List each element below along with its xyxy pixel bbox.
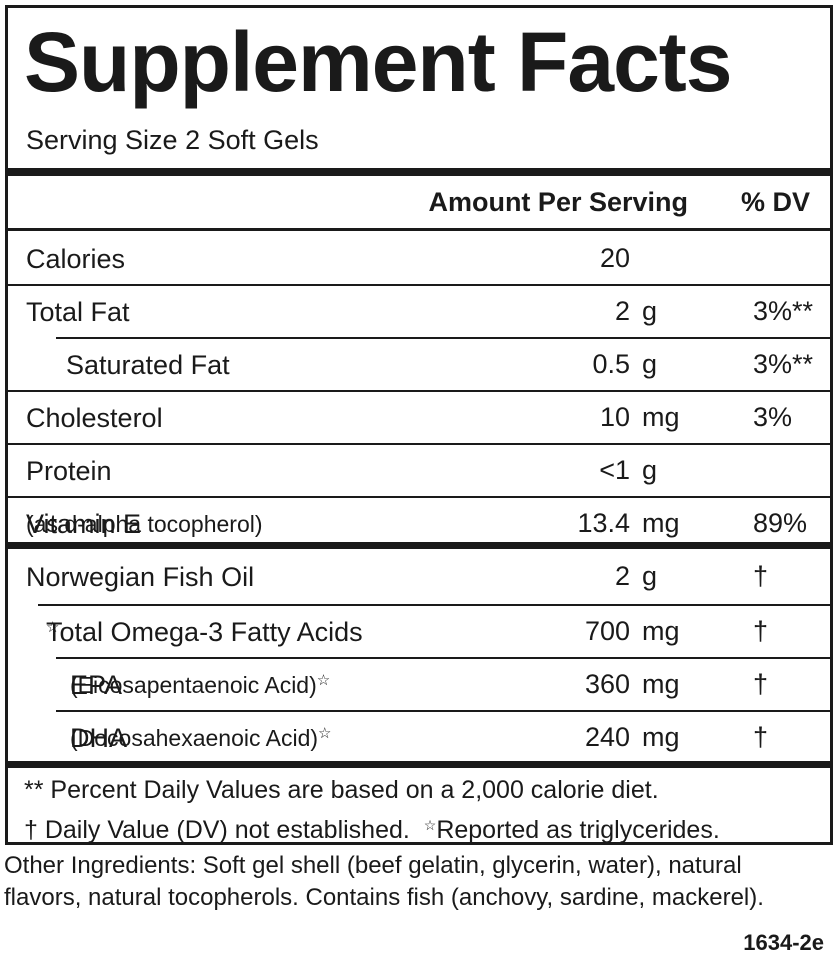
nutrient-row: Norwegian Fish Oil 2 g †	[8, 549, 830, 602]
marker: ☆	[316, 672, 331, 689]
nutrient-row: Vitamin E (as d-alpha tocopherol) 13.4 mg 8…	[8, 496, 830, 549]
footnote-text: † Daily Value (DV) not established.	[24, 816, 410, 844]
thick-rule	[8, 542, 830, 549]
rule	[8, 228, 830, 231]
nutrient-row: DHA (Docosahexaenoic Acid)☆ 240 mg †	[8, 710, 830, 763]
supplement-facts-panel: Supplement Facts Serving Size 2 Soft Gel…	[5, 5, 833, 845]
serving-size: Serving Size 2 Soft Gels	[26, 125, 319, 155]
unit: mg	[642, 402, 680, 432]
nutrient-label: Total Omega-3 Fatty Acids	[46, 617, 363, 647]
nutrient-name: EPA (Eicosapentaenoic Acid)☆	[70, 658, 330, 712]
nutrient-label: Calories	[26, 244, 126, 274]
daily-value: †	[753, 669, 769, 699]
daily-value: †	[753, 616, 769, 646]
unit: mg	[642, 508, 680, 538]
nutrient-label: Total Fat	[26, 297, 130, 327]
unit: g	[642, 455, 658, 485]
amount: 20	[599, 243, 630, 273]
nutrient-row: Total Omega-3 Fatty Acids ☆ 700 mg †	[8, 604, 830, 657]
rule	[38, 604, 830, 606]
other-ingredients: Other Ingredients: Soft gel shell (beef …	[4, 852, 742, 879]
thick-rule	[8, 168, 830, 176]
marker: ☆	[318, 725, 332, 742]
dv-header: % DV	[741, 187, 811, 217]
unit: g	[642, 296, 658, 326]
amount: 2	[614, 561, 630, 591]
amount-header: Amount Per Serving	[428, 187, 688, 217]
footnote: ** Percent Daily Values are based on a 2…	[24, 776, 659, 804]
nutrient-row: Protein <1 g	[8, 443, 830, 496]
unit: g	[642, 349, 658, 379]
nutrient-label: DHA	[70, 723, 128, 753]
daily-value: 89%	[753, 508, 808, 538]
nutrient-detail: (Eicosapentaenoic Acid)	[70, 672, 317, 698]
marker: ☆	[46, 619, 60, 636]
amount: 13.4	[577, 508, 630, 538]
unit: mg	[642, 616, 680, 646]
amount: 0.5	[592, 349, 630, 379]
nutrient-row: Calories 20	[8, 231, 830, 284]
nutrient-label: Saturated Fat	[66, 350, 230, 380]
rule	[8, 390, 830, 392]
amount: 360	[584, 669, 630, 699]
product-code: 1634-2e	[743, 930, 824, 955]
nutrient-name: Total Omega-3 Fatty Acids ☆	[46, 605, 363, 658]
nutrient-detail: (Docosahexaenoic Acid)	[70, 725, 319, 751]
rule	[56, 337, 830, 339]
nutrient-name: Vitamin E (as d-alpha tocopherol)	[26, 497, 263, 551]
daily-value: 3%	[753, 402, 793, 432]
unit: g	[642, 561, 658, 591]
rule	[56, 657, 830, 659]
amount: 2	[614, 296, 630, 326]
footnote-marker: ☆	[423, 817, 437, 833]
nutrient-name: DHA (Docosahexaenoic Acid)☆	[70, 711, 331, 765]
title: Supplement Facts	[24, 15, 732, 109]
nutrient-row: Cholesterol 10 mg 3%	[8, 390, 830, 443]
nutrient-row: EPA (Eicosapentaenoic Acid)☆ 360 mg †	[8, 657, 830, 710]
nutrient-label: Cholesterol	[26, 403, 163, 433]
thick-rule	[8, 761, 830, 768]
nutrient-label: Norwegian Fish Oil	[26, 562, 255, 592]
footnote: † Daily Value (DV) not established. ☆Rep…	[24, 808, 720, 847]
nutrient-detail: (as d-alpha tocopherol)	[26, 511, 263, 537]
unit: mg	[642, 669, 680, 699]
nutrient-label: Vitamin E	[26, 509, 142, 539]
nutrient-label: EPA	[70, 670, 123, 700]
nutrient-row: Saturated Fat 0.5 g 3%**	[8, 337, 830, 390]
daily-value: 3%**	[753, 349, 814, 379]
amount: 10	[599, 402, 630, 432]
nutrient-row: Total Fat 2 g 3%**	[8, 284, 830, 337]
rule	[56, 710, 830, 712]
unit: mg	[642, 722, 680, 752]
daily-value: †	[753, 722, 769, 752]
daily-value: †	[753, 561, 769, 591]
rule	[8, 496, 830, 498]
footnote-text: Reported as triglycerides.	[436, 816, 720, 844]
amount: <1	[599, 455, 630, 485]
amount: 240	[584, 722, 630, 752]
daily-value: 3%**	[753, 296, 814, 326]
rule	[8, 284, 830, 286]
rule	[8, 443, 830, 445]
nutrient-label: Protein	[26, 456, 112, 486]
amount: 700	[584, 616, 630, 646]
other-ingredients: flavors, natural tocopherols. Contains f…	[4, 884, 764, 911]
